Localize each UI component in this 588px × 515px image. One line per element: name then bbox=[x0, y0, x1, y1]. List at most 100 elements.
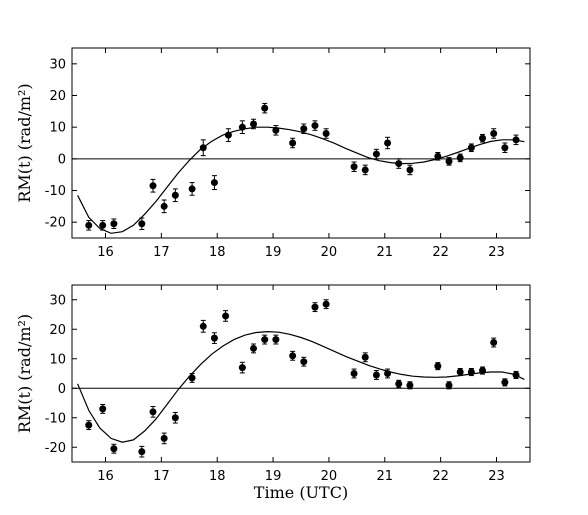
top-panel: 16 17 18 19 20 21 22 23 -20 -10 0 10 20 30 RM(t) (rad… bbox=[15, 47, 531, 260]
top-data-point bbox=[188, 185, 196, 193]
top-data-point bbox=[467, 144, 475, 152]
bottom-fit-curve bbox=[77, 330, 525, 443]
bottom-data-point bbox=[272, 336, 280, 344]
bottom-data-point bbox=[222, 312, 230, 320]
bottom-x-tick-label: 22 bbox=[432, 469, 449, 484]
top-data-point bbox=[479, 134, 487, 142]
top-x-tick-label: 17 bbox=[153, 245, 170, 260]
top-data-point bbox=[490, 130, 498, 137]
top-data-point bbox=[456, 154, 464, 162]
top-data-point bbox=[99, 221, 107, 229]
bottom-data-point bbox=[110, 445, 118, 453]
top-data-point bbox=[395, 160, 403, 168]
bottom-data-point bbox=[501, 378, 509, 386]
bottom-data-point bbox=[138, 448, 146, 456]
top-data-point bbox=[406, 166, 414, 174]
bottom-data-point bbox=[512, 371, 520, 379]
top-data-point bbox=[250, 120, 258, 128]
bottom-data-point bbox=[300, 358, 308, 366]
bottom-x-tick-label: 20 bbox=[321, 469, 338, 484]
top-data-point bbox=[261, 104, 269, 112]
top-data-point bbox=[289, 139, 297, 147]
bottom-x-tick-label: 18 bbox=[209, 469, 226, 484]
bottom-data-points bbox=[85, 299, 520, 458]
top-data-point bbox=[138, 220, 146, 228]
top-y-tick-label: -20 bbox=[45, 216, 66, 231]
bottom-y-tick-label: 20 bbox=[49, 323, 66, 338]
top-y-tick-label: 20 bbox=[49, 89, 66, 104]
bottom-data-point bbox=[372, 371, 380, 379]
top-data-point bbox=[361, 166, 369, 174]
top-data-point bbox=[384, 139, 392, 147]
bottom-data-point bbox=[261, 336, 269, 344]
top-data-point bbox=[210, 179, 218, 187]
top-data-point bbox=[160, 202, 168, 210]
top-data-point bbox=[110, 220, 118, 228]
bottom-data-point bbox=[250, 344, 258, 352]
bottom-data-point bbox=[350, 370, 358, 377]
top-data-point bbox=[372, 150, 380, 158]
bottom-y-tick-label: -10 bbox=[45, 411, 66, 426]
top-x-tick-label: 16 bbox=[97, 245, 114, 260]
bottom-data-point bbox=[395, 380, 403, 388]
top-axis-ticks: 16 17 18 19 20 21 22 23 -20 -10 0 10 20 30 bbox=[45, 48, 530, 260]
bottom-y-tick-label: 30 bbox=[49, 293, 66, 308]
top-x-tick-label: 18 bbox=[209, 245, 226, 260]
bottom-y-tick-label: 10 bbox=[49, 352, 66, 367]
bottom-data-point bbox=[188, 374, 196, 382]
top-x-tick-label: 20 bbox=[321, 245, 338, 260]
top-y-tick-label: 10 bbox=[49, 121, 66, 136]
bottom-data-point bbox=[238, 364, 246, 372]
bottom-data-point bbox=[160, 434, 168, 442]
bottom-data-point bbox=[149, 408, 157, 416]
top-data-point bbox=[238, 123, 246, 131]
bottom-data-point bbox=[456, 368, 464, 376]
top-data-point bbox=[224, 131, 232, 139]
bottom-data-point bbox=[171, 414, 179, 422]
bottom-x-tick-label: 23 bbox=[488, 469, 505, 484]
bottom-data-point bbox=[445, 381, 453, 389]
bottom-y-tick-label: -20 bbox=[45, 441, 66, 456]
bottom-plot-frame bbox=[71, 284, 531, 463]
top-plot-frame bbox=[71, 47, 531, 239]
top-data-point bbox=[85, 221, 93, 229]
bottom-data-point bbox=[490, 339, 498, 347]
bottom-data-point bbox=[479, 367, 487, 375]
top-x-tick-label: 23 bbox=[488, 245, 505, 260]
top-fit-curve bbox=[77, 126, 525, 234]
top-data-point bbox=[199, 144, 207, 152]
bottom-data-point bbox=[311, 303, 319, 311]
top-x-tick-label: 21 bbox=[377, 245, 394, 260]
top-data-point bbox=[512, 136, 520, 144]
bottom-x-tick-label: 17 bbox=[153, 469, 170, 484]
bottom-data-point bbox=[210, 334, 218, 342]
bottom-x-tick-label: 16 bbox=[97, 469, 114, 484]
bottom-y-tick-label: 0 bbox=[58, 382, 66, 397]
bottom-data-point bbox=[467, 368, 475, 376]
top-x-tick-label: 22 bbox=[432, 245, 449, 260]
top-y-tick-label: -10 bbox=[45, 184, 66, 199]
top-data-point bbox=[272, 126, 280, 134]
bottom-panel: 16 17 18 19 20 21 22 23 -20 -10 0 10 20 30 RM(t) (rad… bbox=[15, 284, 531, 502]
bottom-data-point bbox=[85, 421, 93, 429]
top-data-point bbox=[350, 163, 358, 171]
bottom-data-point bbox=[406, 381, 414, 389]
top-data-point bbox=[171, 191, 179, 199]
bottom-y-axis-label: RM(t) (rad/m²) bbox=[15, 314, 34, 433]
top-data-point bbox=[445, 157, 453, 165]
bottom-x-tick-label: 21 bbox=[377, 469, 394, 484]
top-data-point bbox=[300, 125, 308, 133]
top-data-point bbox=[501, 144, 509, 152]
bottom-data-point bbox=[322, 300, 330, 308]
top-y-axis-label: RM(t) (rad/m²) bbox=[15, 83, 34, 202]
bottom-data-point bbox=[384, 370, 392, 377]
top-data-point bbox=[434, 152, 442, 160]
top-data-point bbox=[149, 182, 157, 190]
bottom-data-point bbox=[361, 353, 369, 361]
top-data-point bbox=[311, 122, 319, 130]
top-x-tick-label: 19 bbox=[265, 245, 282, 260]
bottom-x-axis-label: Time (UTC) bbox=[254, 483, 348, 502]
bottom-data-point bbox=[199, 322, 207, 330]
top-y-tick-label: 0 bbox=[58, 152, 66, 167]
